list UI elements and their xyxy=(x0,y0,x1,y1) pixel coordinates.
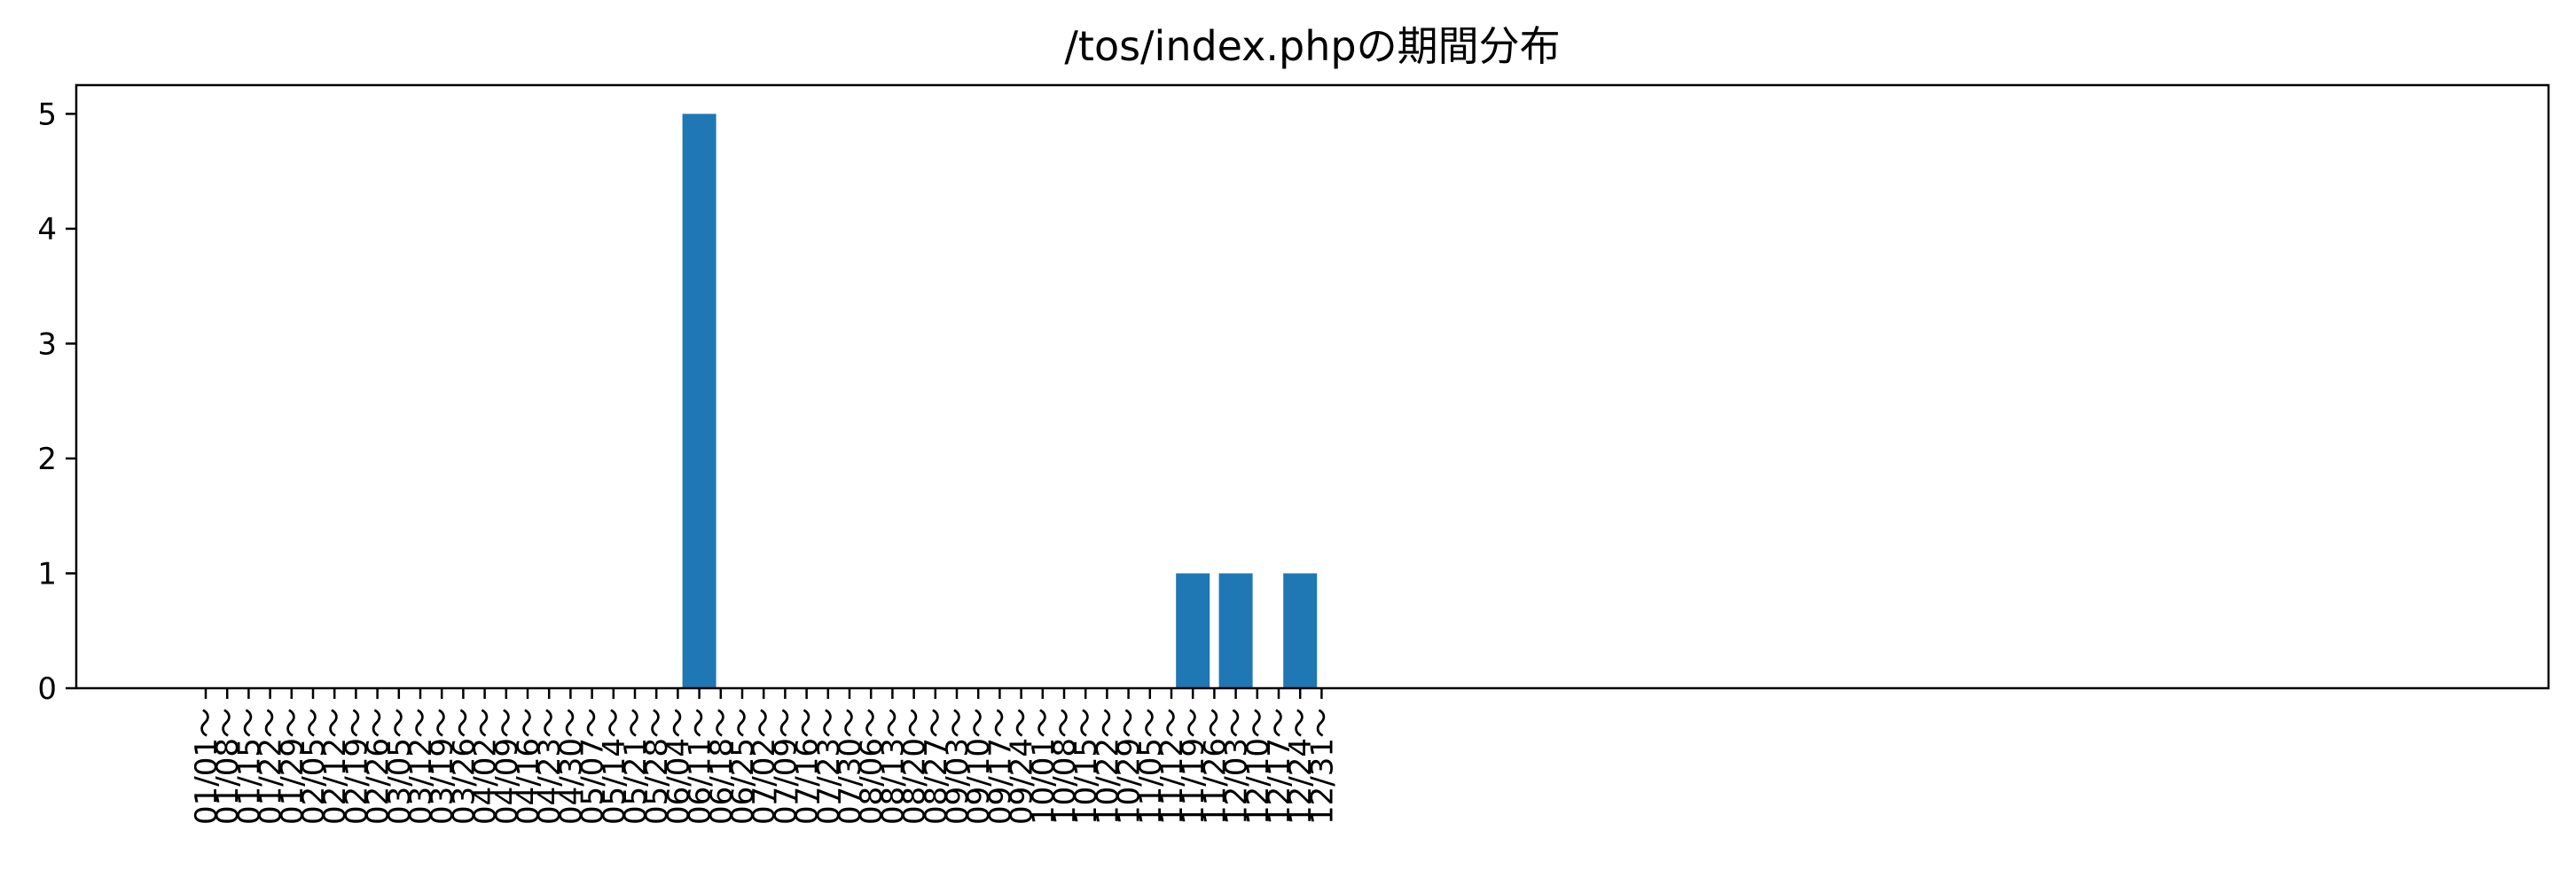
bar-12/03～ xyxy=(1218,573,1253,688)
x-tick-label: 04/30～ xyxy=(553,708,589,825)
y-tick-label: 1 xyxy=(37,556,57,592)
y-tick-label: 0 xyxy=(37,671,57,707)
x-tick-label: 04/16～ xyxy=(511,708,546,825)
x-tick-label: 07/23～ xyxy=(811,708,847,825)
x-tick-label: 04/09～ xyxy=(489,708,525,825)
x-tick-label: 07/16～ xyxy=(790,708,826,825)
x-tick-label: 05/21～ xyxy=(618,708,654,825)
x-tick-label: 07/30～ xyxy=(833,708,868,825)
x-tick-label: 10/08～ xyxy=(1047,708,1083,825)
x-tick-label: 01/01～ xyxy=(189,708,224,825)
x-tick-label: 09/10～ xyxy=(961,708,997,825)
x-tick-label: 01/15～ xyxy=(231,708,267,825)
x-tick-label: 06/11～ xyxy=(683,708,718,825)
x-tick-label: 02/12～ xyxy=(317,708,353,825)
x-tick-label: 12/31～ xyxy=(1304,708,1340,825)
x-tick-label: 12/03～ xyxy=(1219,708,1255,825)
x-tick-label: 11/19～ xyxy=(1176,708,1211,825)
x-tick-label: 07/09～ xyxy=(768,708,803,825)
x-tick-label: 01/29～ xyxy=(275,708,310,825)
x-tick-label: 09/17～ xyxy=(983,708,1018,825)
x-tick-label: 06/04～ xyxy=(661,708,696,825)
x-tick-label: 11/05～ xyxy=(1133,708,1169,825)
y-axis: 0 1 2 3 4 5 xyxy=(37,97,76,707)
x-tick-label: 07/02～ xyxy=(747,708,782,825)
x-tick-label: 08/27～ xyxy=(919,708,954,825)
x-tick-label: 10/15～ xyxy=(1069,708,1104,825)
x-tick-label: 01/08～ xyxy=(210,708,246,825)
x-tick-label: 05/07～ xyxy=(575,708,611,825)
bar-12/24～ xyxy=(1283,573,1318,688)
x-tick-label: 06/25～ xyxy=(725,708,761,825)
x-tick-label: 09/03～ xyxy=(940,708,975,825)
bars-group xyxy=(682,114,1318,688)
x-tick-label: 11/12～ xyxy=(1155,708,1190,825)
x-tick-label: 03/05～ xyxy=(382,708,418,825)
x-tick-label: 12/24～ xyxy=(1283,708,1319,825)
x-tick-label: 08/20～ xyxy=(897,708,933,825)
x-tick-label: 11/26～ xyxy=(1197,708,1233,825)
x-tick-label: 03/26～ xyxy=(446,708,482,825)
bar-06/11～ xyxy=(682,114,716,688)
x-tick-label: 12/10～ xyxy=(1241,708,1276,825)
x-tick-label: 09/24～ xyxy=(1005,708,1040,825)
bar-11/19～ xyxy=(1176,573,1210,688)
x-tick-label: 06/18～ xyxy=(704,708,740,825)
x-tick-label: 03/19～ xyxy=(425,708,460,825)
x-tick-label: 10/22～ xyxy=(1090,708,1125,825)
x-tick-label: 05/14～ xyxy=(597,708,632,825)
x-tick-label: 10/01～ xyxy=(1026,708,1061,825)
x-tick-label: 04/23～ xyxy=(532,708,568,825)
x-tick-label: 12/17～ xyxy=(1262,708,1297,825)
x-tick-label: 08/06～ xyxy=(854,708,889,825)
x-tick-label: 02/26～ xyxy=(361,708,396,825)
plot-frame xyxy=(74,83,2550,690)
y-tick-label: 2 xyxy=(37,442,57,477)
y-tick-label: 5 xyxy=(37,97,57,132)
chart-title: /tos/index.phpの期間分布 xyxy=(1064,22,1560,70)
x-tick-label: 04/02～ xyxy=(468,708,504,825)
x-tick-label: 10/29～ xyxy=(1112,708,1147,825)
x-tick-label: 03/12～ xyxy=(403,708,439,825)
x-tick-label: 02/05～ xyxy=(296,708,332,825)
x-axis: 01/01～01/08～01/15～01/22～01/29～02/05～02/1… xyxy=(189,688,1340,825)
y-tick-label: 3 xyxy=(37,326,57,362)
x-tick-label: 05/28～ xyxy=(639,708,675,825)
y-tick-label: 4 xyxy=(37,212,57,247)
x-tick-label: 01/22～ xyxy=(254,708,289,825)
x-tick-label: 08/13～ xyxy=(875,708,911,825)
x-tick-label: 02/19～ xyxy=(339,708,374,825)
